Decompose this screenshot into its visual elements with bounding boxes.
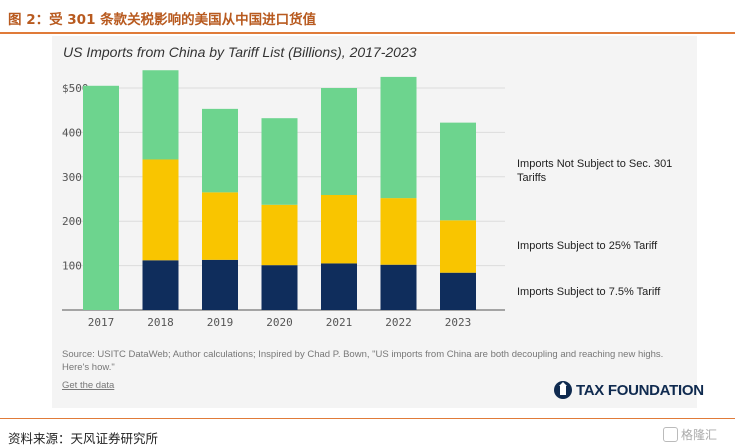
x-tick-label: 2018 — [147, 316, 174, 329]
bar-segment — [261, 118, 298, 205]
bar-segment — [380, 264, 417, 310]
bar-segment — [202, 259, 238, 310]
bar-segment — [380, 76, 417, 199]
bar-segment — [142, 70, 179, 160]
bar-segment — [321, 195, 357, 264]
top-divider — [0, 32, 735, 34]
bar-segment — [321, 263, 357, 310]
bar-segment — [261, 265, 298, 310]
watermark-text: 格隆汇 — [681, 428, 718, 442]
x-tick-label: 2023 — [445, 316, 472, 329]
bar-segment — [321, 88, 357, 196]
watermark-icon — [663, 427, 678, 442]
x-tick-label: 2021 — [326, 316, 353, 329]
y-tick-label: 100 — [62, 260, 82, 273]
bar-segment — [440, 220, 476, 273]
bar-segment — [202, 108, 238, 193]
bar-segment — [380, 198, 417, 265]
get-data-link[interactable]: Get the data — [62, 380, 115, 391]
bottom-divider — [0, 418, 735, 419]
y-tick-label: 400 — [62, 126, 82, 139]
legend-not-subject-line2: Tariffs — [517, 172, 547, 184]
x-tick-label: 2022 — [385, 316, 412, 329]
chart-title: US Imports from China by Tariff List (Bi… — [63, 44, 417, 60]
legend-not-subject-line1: Imports Not Subject to Sec. 301 — [517, 158, 672, 170]
x-tick-label: 2019 — [207, 316, 234, 329]
bar-segment — [440, 122, 476, 221]
capitol-icon — [554, 381, 572, 399]
y-tick-label: 300 — [62, 171, 82, 184]
watermark: 格隆汇 — [663, 426, 717, 443]
legend-subject-7-5: Imports Subject to 7.5% Tariff — [517, 286, 661, 298]
x-tick-label: 2017 — [88, 316, 115, 329]
bar-segment — [261, 204, 298, 266]
y-tick-label: $500 — [62, 82, 89, 95]
bar-segment — [142, 260, 179, 310]
y-tick-label: 200 — [62, 215, 82, 228]
bar-segment — [202, 192, 238, 260]
bar-segment — [83, 85, 119, 310]
source-note: Source: USITC DataWeb; Author calculatio… — [62, 349, 664, 373]
bar-segment — [440, 272, 476, 310]
legend-subject-25: Imports Subject to 25% Tariff — [517, 240, 658, 252]
x-tick-label: 2020 — [266, 316, 293, 329]
logo-text: TAX FOUNDATION — [576, 381, 704, 399]
bar-segment — [142, 159, 179, 261]
tax-foundation-logo: TAX FOUNDATION — [552, 380, 704, 400]
footer-source: 资料来源：天风证券研究所 — [8, 431, 159, 446]
figure-title: 图 2：受 301 条款关税影响的美国从中国进口货值 — [8, 12, 317, 28]
